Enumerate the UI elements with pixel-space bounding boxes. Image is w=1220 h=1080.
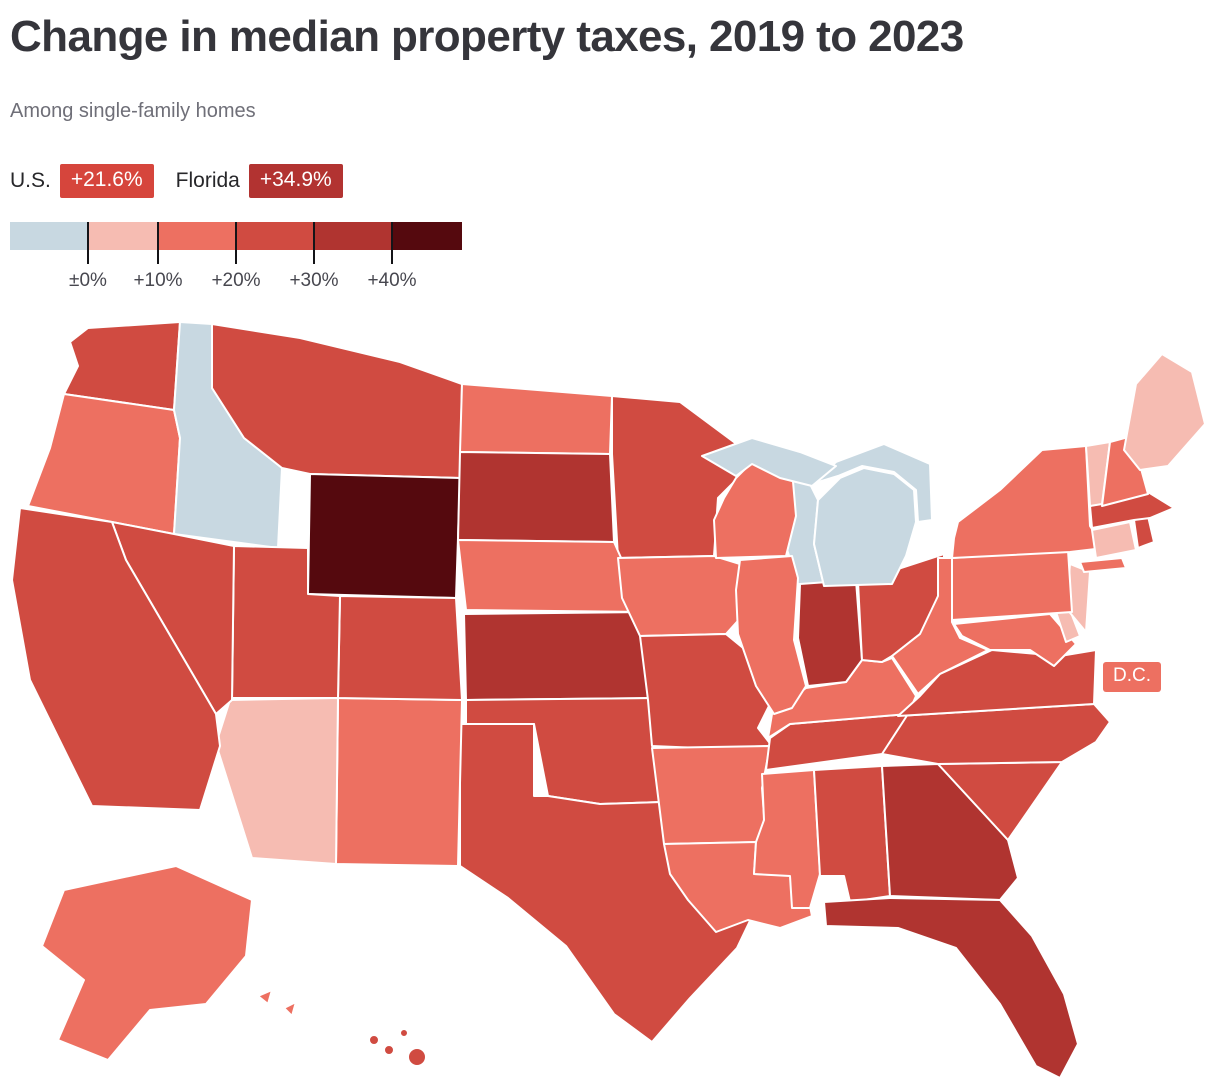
state-fl — [823, 897, 1079, 1079]
legend-segment-40-plus — [392, 222, 462, 250]
legend-segment-20-30 — [236, 222, 314, 250]
state-ar — [651, 745, 771, 845]
state-ca — [11, 507, 221, 811]
state-me — [1123, 353, 1206, 471]
state-hi-island-1 — [368, 1034, 380, 1046]
state-ak-island-1 — [257, 989, 273, 1005]
legend-color-ramp — [10, 222, 462, 250]
state-ks — [463, 611, 657, 701]
state-ny — [951, 445, 1105, 559]
state-sd — [457, 451, 615, 543]
legend-tick-20 — [235, 222, 237, 264]
florida-value-badge: +34.9% — [248, 164, 343, 198]
state-hi-island-4 — [407, 1047, 427, 1067]
legend-tick-10 — [157, 222, 159, 264]
legend-segment-below-zero — [10, 222, 88, 250]
state-mi-upper — [701, 437, 837, 487]
legend-segment-30-40 — [314, 222, 392, 250]
state-ny-long-island — [1079, 557, 1127, 573]
state-mi-lower — [813, 467, 917, 587]
state-in — [797, 579, 863, 687]
state-ri — [1133, 515, 1155, 549]
state-wy — [307, 473, 461, 599]
legend-segment-0-10 — [88, 222, 158, 250]
state-ct — [1091, 521, 1137, 559]
state-hi-island-2 — [383, 1044, 395, 1056]
color-scale-legend: ±0% +10% +20% +30% +40% — [10, 222, 462, 291]
legend-tick-40 — [391, 222, 393, 264]
legend-segment-10-20 — [158, 222, 236, 250]
legend-tick-0 — [87, 222, 89, 264]
state-ia — [617, 555, 745, 637]
dc-badge: D.C. — [1103, 662, 1161, 692]
state-al — [813, 765, 891, 903]
page-title: Change in median property taxes, 2019 to… — [10, 12, 964, 61]
page-subtitle: Among single-family homes — [10, 100, 256, 122]
legend-tick-label-0: ±0% — [69, 270, 107, 291]
state-co — [337, 595, 463, 701]
lake-huron — [811, 443, 933, 523]
us-label: U.S. — [10, 169, 51, 192]
state-nd — [459, 383, 613, 455]
summary-stats: U.S. +21.6% Florida +34.9% — [10, 164, 343, 198]
state-pa — [951, 549, 1073, 621]
legend-tick-30 — [313, 222, 315, 264]
state-il — [735, 555, 807, 715]
state-hi-island-3 — [399, 1028, 409, 1038]
state-md — [953, 613, 1077, 667]
state-ak — [41, 865, 253, 1061]
legend-tick-label-20: +20% — [211, 270, 261, 291]
legend-tick-label-30: +30% — [289, 270, 339, 291]
florida-label: Florida — [175, 169, 240, 192]
legend-tick-label-40: +40% — [367, 270, 417, 291]
state-nc — [881, 703, 1111, 765]
us-value-badge: +21.6% — [59, 164, 154, 198]
state-az — [215, 697, 339, 865]
state-ak-island-2 — [283, 1001, 297, 1017]
legend-tick-label-10: +10% — [133, 270, 183, 291]
state-nm — [335, 697, 463, 867]
